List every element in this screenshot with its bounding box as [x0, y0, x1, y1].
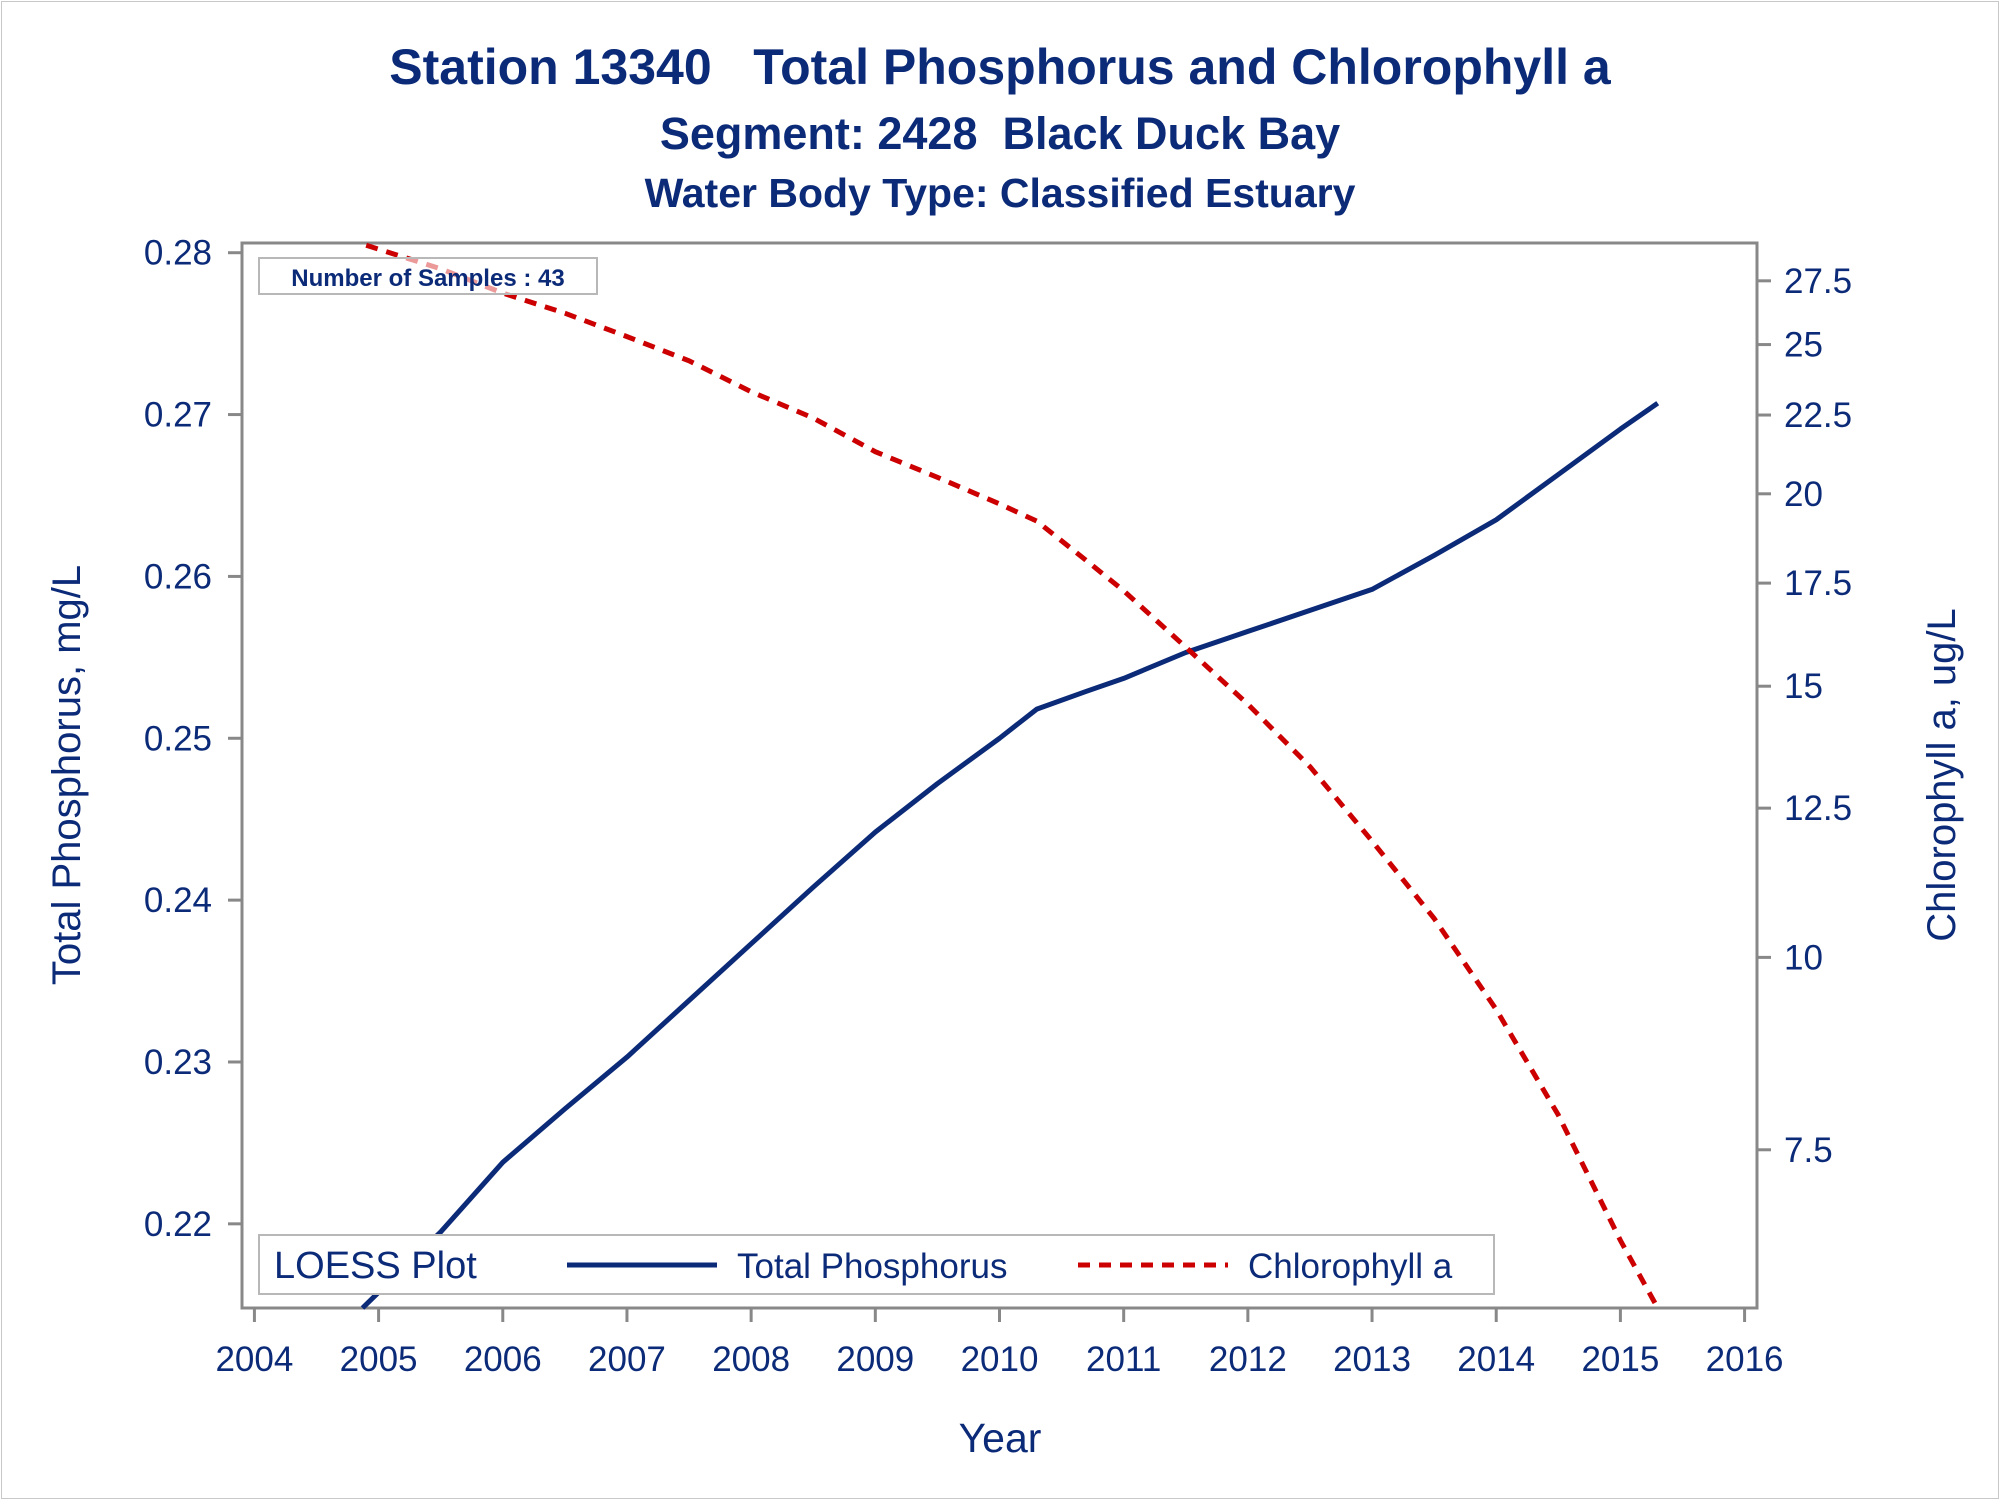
- legend-box: [258, 1234, 1495, 1295]
- x-tick-label: 2013: [1333, 1340, 1411, 1379]
- x-tick-label: 2016: [1706, 1340, 1784, 1379]
- x-tick-label: 2007: [588, 1340, 666, 1379]
- plot-area-frame: [240, 241, 1759, 1310]
- x-axis-label: Year: [959, 1415, 1042, 1461]
- y-axis-right: 7.5 10 12.5 15 17.5 20 22.5 25 27.5: [1757, 262, 1852, 1170]
- x-tick-label: 2014: [1457, 1340, 1535, 1379]
- x-tick-label: 2010: [961, 1340, 1039, 1379]
- y-axis-right-label: Chlorophyll a, ug/L: [1920, 608, 1964, 942]
- series-line-total-phosphorus: [360, 401, 1660, 1310]
- legend-label-chlorophyll-a: Chlorophyll a: [1248, 1247, 1453, 1286]
- x-tick-label: 2005: [340, 1340, 418, 1379]
- series-line-chlorophyll-a: [365, 242, 1660, 1310]
- y-left-tick-label: 0.26: [144, 557, 212, 596]
- legend: LOESS Plot Total Phosphorus Chlorophyll …: [258, 1234, 1495, 1295]
- legend-title: LOESS Plot: [274, 1245, 477, 1287]
- chart-subtitle-water-body: Water Body Type: Classified Estuary: [644, 170, 1356, 216]
- y-right-tick-label: 22.5: [1784, 396, 1852, 435]
- x-axis: 2004 2005 2006 2007 2008 2009 2010 2011 2012 2013…: [215, 1308, 1784, 1379]
- x-tick-label: 2015: [1581, 1340, 1659, 1379]
- x-tick-label: 2006: [464, 1340, 542, 1379]
- y-axis-left: 0.22 0.23 0.24 0.25 0.26 0.27 0.28: [144, 234, 242, 1244]
- y-left-tick-label: 0.24: [144, 881, 212, 920]
- x-tick-label: 2011: [1086, 1340, 1161, 1379]
- y-right-tick-label: 10: [1784, 938, 1823, 977]
- x-tick-label: 2004: [215, 1340, 293, 1379]
- y-left-tick-label: 0.25: [144, 719, 212, 758]
- y-left-tick-label: 0.23: [144, 1043, 212, 1082]
- y-left-tick-label: 0.27: [144, 396, 212, 435]
- legend-label-total-phosphorus: Total Phosphorus: [737, 1247, 1007, 1286]
- y-right-tick-label: 25: [1784, 326, 1823, 365]
- y-right-tick-label: 20: [1784, 475, 1823, 514]
- y-right-tick-label: 7.5: [1784, 1131, 1833, 1170]
- sample-count-label: Number of Samples : 43: [291, 265, 564, 292]
- x-tick-label: 2008: [712, 1340, 790, 1379]
- x-tick-label: 2012: [1209, 1340, 1287, 1379]
- y-right-tick-label: 12.5: [1784, 789, 1852, 828]
- chart-subtitle-segment: Segment: 2428 Black Duck Bay: [659, 108, 1341, 159]
- chart-title: Station 13340 Total Phosphorus and Chlor…: [389, 39, 1611, 95]
- y-right-tick-label: 15: [1784, 667, 1823, 706]
- y-left-tick-label: 0.28: [144, 234, 212, 273]
- y-right-tick-label: 17.5: [1784, 564, 1852, 603]
- x-tick-label: 2009: [836, 1340, 914, 1379]
- y-axis-left-label: Total Phosphorus, mg/L: [45, 565, 89, 985]
- sample-count-inset: Number of Samples : 43: [258, 257, 598, 295]
- y-right-tick-label: 27.5: [1784, 262, 1852, 301]
- y-left-tick-label: 0.22: [144, 1205, 212, 1244]
